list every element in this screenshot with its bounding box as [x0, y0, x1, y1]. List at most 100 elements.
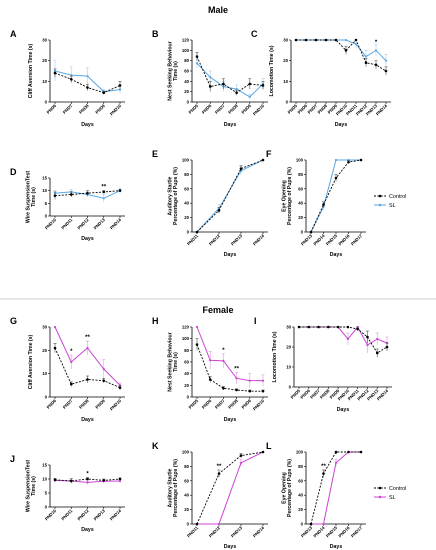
panel-e-y-axis-label: Auditory StartlePercentage of Pups (%)	[168, 167, 180, 225]
panel-l: L 0 20 40 60 80 100 PND13 PND14 PND15 PND16 PND17 Da…	[266, 441, 366, 550]
panel-i-y-axis-label-line: Locomotion Time (s)	[272, 331, 278, 382]
panel-k-x-tick-label: PND11	[186, 525, 200, 539]
panel-g-sl-point	[102, 367, 105, 371]
panel-d-x-tick-label: PND11	[60, 217, 74, 231]
panel-a-x-tick-label: PND10	[109, 103, 123, 117]
panel-l-control-line	[310, 451, 361, 525]
panel-d-y-tick-label: 5	[45, 201, 48, 206]
panel-a-y-tick-label: 30	[42, 38, 47, 43]
panel-h-y-tick-label: 80	[184, 348, 189, 353]
panel-d-x-tick-label: PND14	[109, 217, 123, 231]
panel-h-letter: H	[152, 316, 159, 326]
panel-h-x-tick-label: PND6	[201, 398, 213, 410]
panel-l-significance-marker: *	[335, 452, 338, 458]
legend-item-sl-swatch-marker	[378, 495, 382, 499]
panel-g-significance-marker: *	[70, 349, 73, 355]
panel-l-y-axis-label-line: Eye Opening	[282, 472, 288, 504]
panel-b-sl-point	[248, 95, 251, 98]
panel-j-x-tick-label: PND10	[44, 508, 58, 522]
panel-i-x-tick-label: PND14	[376, 388, 390, 402]
panel-g-y-tick-label: 30	[42, 325, 47, 330]
panel-b-control-point	[261, 84, 265, 87]
panel-c-y-tick-label: 0	[286, 100, 289, 105]
panel-f-y-tick-label: 0	[301, 230, 304, 235]
panel-j-control-point	[69, 479, 73, 483]
panel-f-x-tick-label: PND14	[312, 233, 326, 247]
panel-l-sl-point	[334, 461, 338, 464]
panel-l-x-tick-label: PND15	[325, 525, 339, 539]
panel-d-y-axis-label: Wire SuspensionTestTime (s)	[26, 171, 38, 224]
panel-k-y-axis-label-line: Auditory Startle	[168, 468, 174, 507]
panel-a-y-axis-label-line: Cliff Aversion Time (s)	[28, 43, 34, 98]
panel-f-sl-point	[334, 158, 338, 162]
panel-k-control-point	[261, 450, 265, 454]
panel-b-y-tick-label: 60	[184, 69, 189, 74]
panel-f-control-point	[322, 203, 325, 206]
panel-a-y-tick-label: 20	[42, 58, 47, 63]
panel-l-control-point	[347, 450, 350, 454]
panel-i-control-line	[299, 326, 388, 354]
panel-h-x-axis-label: Days	[224, 417, 237, 423]
panel-c-x-axis-label: Days	[335, 122, 348, 128]
panel-h-x-tick-label: PND8	[227, 398, 239, 410]
panel-h-control-line	[196, 344, 263, 392]
panel-e-control-point	[195, 230, 199, 234]
panel-c-x-tick-label: PND7	[307, 103, 319, 115]
panel-k-y-tick-label: 40	[184, 493, 189, 498]
panel-i-y-tick-label: 30	[286, 325, 291, 330]
panel-a-y-tick-label: 10	[42, 79, 47, 84]
panel-k-y-tick-label: 20	[184, 507, 189, 512]
panel-a: A 0 10 20 30 PND6 PND7 PND8 PND9 PND10 Days Cliff A…	[10, 29, 125, 128]
panel-j-control-line	[54, 478, 121, 482]
panel-c-letter: C	[251, 29, 258, 39]
panel-b-control-point	[208, 85, 212, 88]
panel-k-x-tick-label: PND13	[230, 525, 244, 539]
panel-c-sl-point	[374, 49, 378, 52]
panel-i-control-point	[356, 327, 359, 331]
panel-c-control-point	[384, 69, 388, 73]
panel-i-control-point	[336, 325, 340, 329]
panel-c-x-tick-label: PND6	[297, 103, 309, 115]
panel-b-y-axis-label-line: Time (s)	[173, 61, 179, 81]
legend-item-control-swatch-marker	[378, 194, 382, 198]
panel-l-x-tick-label: PND16	[337, 525, 351, 539]
panel-b-x-tick-label: PND10	[252, 103, 266, 117]
panel-h-sl-point	[195, 325, 199, 329]
panel-b-control-point	[248, 82, 252, 86]
panel-c-x-tick-label: PND5	[287, 103, 299, 115]
panel-h-y-axis-label-line: Nest Seeking Behaviour	[168, 332, 174, 391]
panel-j-control-point	[86, 477, 89, 481]
panel-k-y-axis-label: Auditory StartlePercentage of Pups (%)	[168, 459, 180, 517]
panel-e-sl-line	[196, 159, 264, 233]
panel-b-x-tick-label: PND6	[201, 103, 213, 115]
panel-h-sl-point	[261, 379, 265, 382]
panel-h-control-point	[195, 343, 199, 346]
panel-l-letter: L	[266, 441, 272, 451]
panel-c-control-point	[344, 49, 348, 52]
panel-e-control-point	[217, 209, 221, 212]
panel-g-y-axis-label: Cliff Aversion Time (s)	[28, 334, 34, 389]
panel-d-x-axis-label: Days	[81, 236, 94, 242]
panel-i-control-point	[346, 325, 350, 329]
panel-j-y-tick-label: 10	[42, 477, 47, 482]
panel-c-x-tick-label: PND14	[375, 103, 389, 117]
panel-a-control-point	[118, 84, 122, 87]
panel-k-letter: K	[152, 441, 159, 451]
panel-d-control-point	[69, 193, 73, 196]
panel-b-sl-point	[209, 76, 212, 79]
panel-l-y-tick-label: 0	[301, 522, 304, 527]
panel-b-control-point	[195, 55, 199, 58]
panel-a-x-tick-label: PND8	[78, 103, 90, 115]
panel-a-control-point	[102, 91, 106, 94]
panel-j: J 0 5 10 15 PND10 PND11 PND12 PND13 PND14 Days Wire…	[10, 454, 125, 533]
panel-d-y-tick-label: 0	[45, 214, 48, 219]
panel-g-y-tick-label: 0	[45, 395, 48, 400]
panel-c-control-point	[304, 38, 308, 42]
panel-j-control-point	[118, 477, 122, 481]
panel-h-x-tick-label: PND7	[214, 398, 226, 410]
panel-j-sl-point	[118, 479, 122, 483]
panel-j-control-point	[102, 479, 106, 482]
panel-j-x-tick-label: PND14	[109, 508, 123, 522]
